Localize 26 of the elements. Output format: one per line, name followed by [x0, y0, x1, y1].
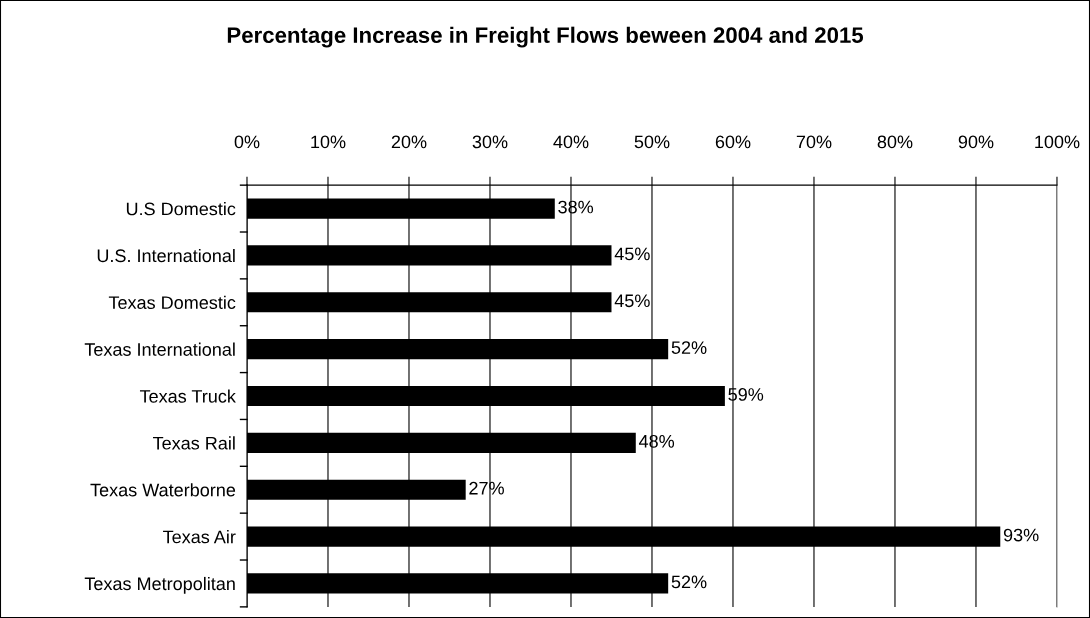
data-label: 93%: [1003, 528, 1039, 542]
x-tick-label: 80%: [877, 135, 913, 149]
y-tick-label: U.S Domestic: [126, 202, 236, 216]
x-tick-label: 70%: [796, 135, 832, 149]
y-tick-label: U.S. International: [97, 248, 235, 263]
x-tick-label: 40%: [553, 135, 589, 149]
data-label: 45%: [614, 294, 650, 308]
data-label: 45%: [614, 247, 650, 261]
y-tick-label: Texas Metropolitan: [84, 576, 235, 594]
x-tick-label: 50%: [634, 135, 670, 149]
x-tick-label: 0%: [234, 135, 260, 149]
y-tick-label: Texas International: [84, 342, 235, 356]
x-tick-label: 100%: [1035, 135, 1080, 149]
x-tick-label: 10%: [311, 135, 346, 149]
y-tick-label: Texas Domestic: [108, 295, 236, 310]
y-tick-label: Texas Air: [163, 530, 236, 544]
x-tick-label: 30%: [472, 135, 508, 149]
data-label: 52%: [671, 341, 707, 354]
x-tick-label: 60%: [715, 135, 751, 149]
chart-title: Percentage Increase in Freight Flows beween 2004 and 2015: [227, 26, 864, 48]
data-label: 52%: [671, 575, 707, 589]
x-tick-label: 20%: [391, 135, 427, 149]
x-tick-label: 90%: [958, 135, 994, 149]
y-tick-label: Texas Truck: [139, 389, 236, 403]
y-tick-label: Texas Waterborne: [90, 483, 236, 497]
y-tick-label: Texas Rail: [153, 436, 235, 450]
